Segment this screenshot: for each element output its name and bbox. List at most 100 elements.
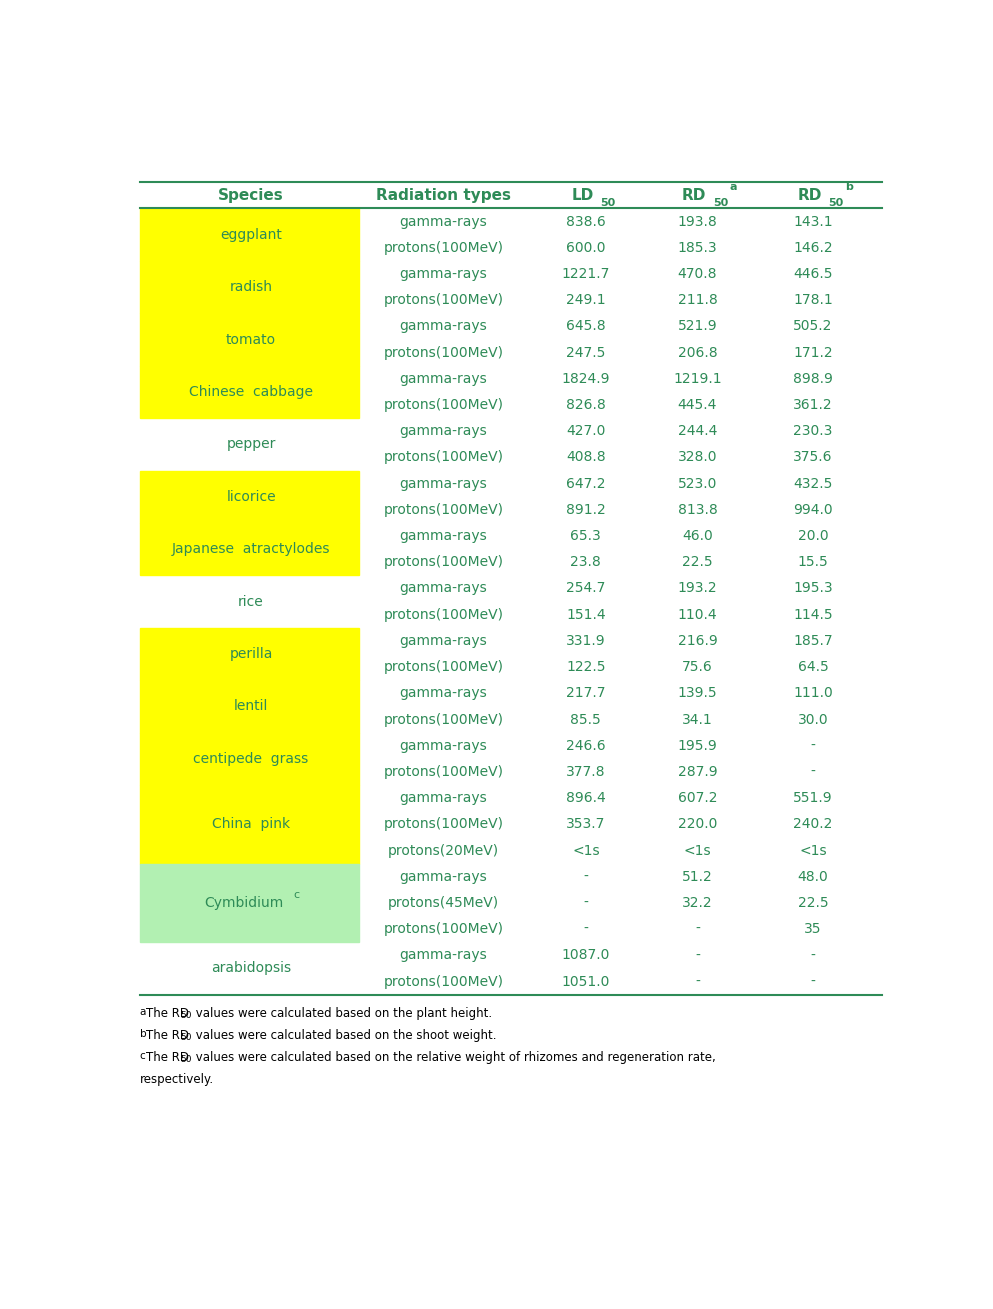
Text: protons(100MeV): protons(100MeV) (383, 398, 503, 412)
Text: 217.7: 217.7 (566, 686, 606, 700)
Bar (139, 733, 358, 785)
Text: RD: RD (682, 188, 706, 203)
Bar (139, 260, 358, 313)
Text: 185.3: 185.3 (677, 241, 717, 255)
Text: 22.5: 22.5 (797, 895, 828, 910)
Text: 48.0: 48.0 (797, 869, 828, 884)
Bar (139, 208, 358, 260)
Text: arabidopsis: arabidopsis (212, 962, 291, 975)
Text: 353.7: 353.7 (566, 817, 606, 831)
Text: 432.5: 432.5 (793, 476, 832, 491)
Text: b: b (139, 1029, 146, 1039)
Text: values were calculated based on the plant height.: values were calculated based on the plan… (192, 1007, 492, 1020)
Text: -: - (584, 869, 588, 884)
Text: protons(100MeV): protons(100MeV) (383, 555, 503, 569)
Text: 171.2: 171.2 (793, 346, 833, 360)
Text: lentil: lentil (234, 699, 268, 713)
Text: 211.8: 211.8 (677, 293, 717, 308)
Text: -: - (584, 895, 588, 910)
Text: gamma-rays: gamma-rays (399, 319, 488, 334)
Text: protons(100MeV): protons(100MeV) (383, 503, 503, 517)
Text: protons(45MeV): protons(45MeV) (388, 895, 499, 910)
Text: -: - (695, 922, 700, 936)
Text: 647.2: 647.2 (566, 476, 606, 491)
Text: Species: Species (218, 188, 284, 203)
Text: gamma-rays: gamma-rays (399, 476, 488, 491)
Text: 470.8: 470.8 (677, 267, 717, 281)
Text: China  pink: China pink (213, 817, 290, 831)
Text: c: c (139, 1051, 145, 1062)
Text: gamma-rays: gamma-rays (399, 869, 488, 884)
Text: rice: rice (238, 594, 264, 609)
Text: values were calculated based on the relative weight of rhizomes and regeneration: values were calculated based on the rela… (192, 1051, 716, 1064)
Text: gamma-rays: gamma-rays (399, 686, 488, 700)
Text: protons(100MeV): protons(100MeV) (383, 975, 503, 988)
Text: protons(100MeV): protons(100MeV) (383, 607, 503, 622)
Text: 446.5: 446.5 (793, 267, 833, 281)
Text: 377.8: 377.8 (566, 764, 606, 779)
Text: 193.2: 193.2 (677, 581, 717, 596)
Text: 240.2: 240.2 (793, 817, 832, 831)
Text: LD: LD (572, 188, 594, 203)
Text: 143.1: 143.1 (793, 215, 833, 229)
Text: values were calculated based on the shoot weight.: values were calculated based on the shoo… (192, 1029, 496, 1042)
Text: protons(100MeV): protons(100MeV) (383, 764, 503, 779)
Bar (139, 628, 358, 681)
Text: 247.5: 247.5 (566, 346, 606, 360)
Text: gamma-rays: gamma-rays (399, 529, 488, 543)
Text: 246.6: 246.6 (566, 738, 606, 753)
Text: protons(100MeV): protons(100MeV) (383, 450, 503, 465)
Text: 20.0: 20.0 (797, 529, 828, 543)
Text: gamma-rays: gamma-rays (399, 791, 488, 805)
Text: 230.3: 230.3 (793, 424, 832, 439)
Text: 50: 50 (828, 199, 843, 208)
Text: c: c (294, 890, 300, 899)
Text: 122.5: 122.5 (566, 660, 606, 674)
Text: 139.5: 139.5 (677, 686, 717, 700)
Text: 898.9: 898.9 (793, 372, 833, 386)
Text: 1219.1: 1219.1 (673, 372, 722, 386)
Text: 146.2: 146.2 (793, 241, 833, 255)
Text: 826.8: 826.8 (566, 398, 606, 412)
Text: RD: RD (797, 188, 822, 203)
Text: Radiation types: Radiation types (376, 188, 511, 203)
Text: protons(100MeV): protons(100MeV) (383, 922, 503, 936)
Text: 249.1: 249.1 (566, 293, 606, 308)
Text: radish: radish (229, 280, 273, 295)
Text: 85.5: 85.5 (571, 712, 601, 726)
Text: 195.3: 195.3 (793, 581, 833, 596)
Text: 114.5: 114.5 (793, 607, 833, 622)
Text: 521.9: 521.9 (677, 319, 717, 334)
Text: 22.5: 22.5 (682, 555, 713, 569)
Text: 110.4: 110.4 (677, 607, 717, 622)
Text: 896.4: 896.4 (566, 791, 606, 805)
Text: 216.9: 216.9 (677, 634, 717, 648)
Text: 50: 50 (181, 1011, 192, 1020)
Text: 30.0: 30.0 (797, 712, 828, 726)
Text: 50: 50 (713, 199, 728, 208)
Text: 287.9: 287.9 (677, 764, 717, 779)
Text: -: - (810, 738, 815, 753)
Text: protons(100MeV): protons(100MeV) (383, 817, 503, 831)
Text: gamma-rays: gamma-rays (399, 215, 488, 229)
Text: 813.8: 813.8 (677, 503, 717, 517)
Text: protons(100MeV): protons(100MeV) (383, 660, 503, 674)
Text: 111.0: 111.0 (793, 686, 833, 700)
Text: protons(100MeV): protons(100MeV) (383, 346, 503, 360)
Text: protons(100MeV): protons(100MeV) (383, 293, 503, 308)
Text: 375.6: 375.6 (793, 450, 833, 465)
Text: <1s: <1s (572, 843, 600, 857)
Text: perilla: perilla (229, 647, 273, 661)
Bar (139, 785, 358, 864)
Text: 445.4: 445.4 (678, 398, 717, 412)
Text: 50: 50 (600, 199, 615, 208)
Text: 193.8: 193.8 (677, 215, 717, 229)
Text: 1087.0: 1087.0 (562, 948, 610, 962)
Bar (139, 681, 358, 733)
Text: 361.2: 361.2 (793, 398, 833, 412)
Text: 1824.9: 1824.9 (562, 372, 610, 386)
Text: gamma-rays: gamma-rays (399, 424, 488, 439)
Text: 32.2: 32.2 (682, 895, 713, 910)
Text: -: - (584, 922, 588, 936)
Text: 838.6: 838.6 (566, 215, 606, 229)
